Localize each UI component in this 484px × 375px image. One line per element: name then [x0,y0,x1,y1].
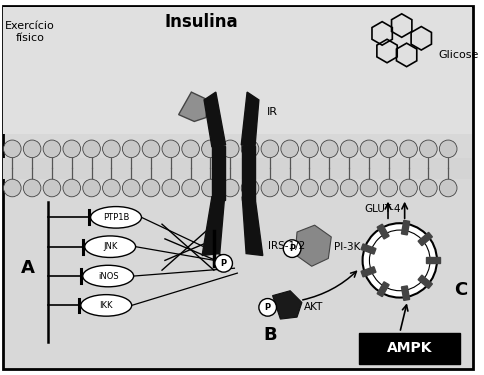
Text: GLUT-4: GLUT-4 [363,204,400,213]
Circle shape [340,140,357,158]
Polygon shape [360,267,375,277]
Circle shape [3,140,21,158]
Polygon shape [401,286,409,300]
Circle shape [201,140,219,158]
Circle shape [399,179,417,197]
Circle shape [241,179,258,197]
Circle shape [162,140,179,158]
Text: Glicose: Glicose [437,50,477,60]
Circle shape [379,140,397,158]
Circle shape [162,179,179,197]
Text: IR: IR [266,106,277,117]
Circle shape [23,140,41,158]
Circle shape [142,179,159,197]
Text: B: B [263,326,277,344]
Text: IKK: IKK [99,301,113,310]
Circle shape [419,140,436,158]
Bar [212,146,224,200]
Circle shape [122,179,140,197]
Circle shape [360,179,377,197]
Polygon shape [417,275,431,288]
Ellipse shape [81,295,131,316]
Circle shape [63,179,80,197]
Polygon shape [272,291,302,319]
Circle shape [221,140,239,158]
Circle shape [369,230,429,291]
Circle shape [360,140,377,158]
Text: JNK: JNK [103,242,117,251]
Circle shape [258,298,276,316]
Circle shape [300,140,318,158]
Circle shape [214,255,232,272]
Text: IRS-1/2: IRS-1/2 [267,241,304,251]
Circle shape [23,179,41,197]
Polygon shape [202,197,224,255]
Polygon shape [204,92,225,147]
Polygon shape [241,92,258,147]
Bar [3,7,471,134]
Circle shape [362,223,436,298]
Circle shape [3,179,21,197]
Circle shape [419,179,436,197]
Circle shape [399,140,417,158]
Ellipse shape [83,265,134,287]
Bar [3,158,471,179]
Polygon shape [377,282,388,297]
Polygon shape [417,232,431,246]
Circle shape [43,140,60,158]
Text: AMPK: AMPK [386,342,431,356]
Circle shape [83,140,100,158]
Text: PI-3K: PI-3K [333,242,360,252]
Circle shape [182,179,199,197]
Polygon shape [360,244,375,254]
Text: A: A [21,259,35,277]
Text: iNOS: iNOS [98,272,118,280]
Circle shape [283,240,300,258]
Text: P: P [220,259,226,268]
Circle shape [260,179,278,197]
Circle shape [280,140,298,158]
Text: Exercício: Exercício [5,21,55,31]
Text: C: C [453,281,466,299]
Ellipse shape [91,207,141,228]
Polygon shape [294,225,331,266]
Text: PTP1B: PTP1B [103,213,129,222]
Text: P: P [264,303,270,312]
Circle shape [320,140,337,158]
Circle shape [142,140,159,158]
Circle shape [439,179,456,197]
Bar [242,146,255,200]
Circle shape [43,179,60,197]
Ellipse shape [85,236,136,258]
Circle shape [300,179,318,197]
Polygon shape [242,197,262,255]
Text: AKT: AKT [303,302,322,312]
Text: físico: físico [15,33,44,43]
Circle shape [340,179,357,197]
Circle shape [63,140,80,158]
Circle shape [221,179,239,197]
Circle shape [379,179,397,197]
Circle shape [182,140,199,158]
Circle shape [102,140,120,158]
Circle shape [83,179,100,197]
Circle shape [260,140,278,158]
FancyBboxPatch shape [358,333,459,364]
Circle shape [280,179,298,197]
Circle shape [201,179,219,197]
Polygon shape [178,92,208,122]
Polygon shape [377,224,388,239]
Circle shape [320,179,337,197]
Text: P: P [288,244,295,253]
Polygon shape [425,258,439,263]
Text: Insulina: Insulina [164,13,238,31]
Circle shape [241,140,258,158]
Circle shape [122,140,140,158]
Circle shape [102,179,120,197]
Circle shape [439,140,456,158]
Polygon shape [401,220,409,235]
